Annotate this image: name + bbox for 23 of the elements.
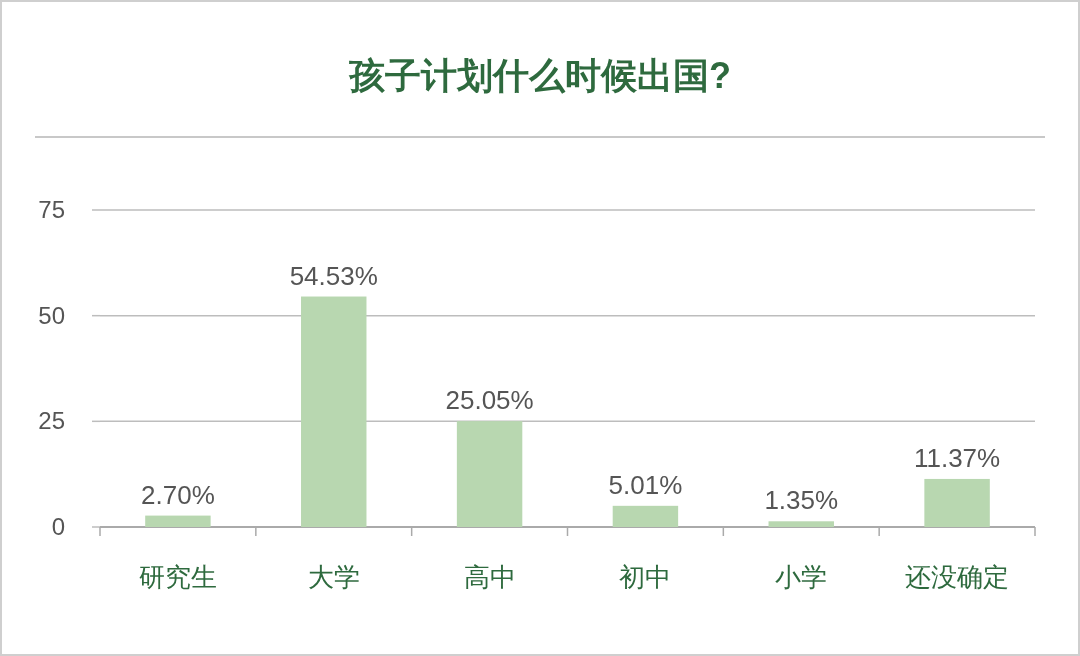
bar bbox=[456, 421, 523, 527]
x-tick-label: 研究生 bbox=[138, 562, 217, 592]
chart-title: 孩子计划什么时候出国? bbox=[348, 55, 731, 96]
y-tick-label: 75 bbox=[38, 196, 65, 223]
bar bbox=[612, 505, 679, 527]
x-tick-label: 大学 bbox=[307, 562, 360, 592]
y-tick-label: 50 bbox=[38, 301, 65, 329]
bar bbox=[145, 515, 211, 527]
data-label: 1.35% bbox=[764, 485, 839, 516]
data-label: 11.37% bbox=[913, 442, 1001, 473]
x-tick-label: 还没确定 bbox=[905, 562, 1010, 592]
x-tick-label: 初中 bbox=[619, 562, 672, 592]
bar bbox=[924, 478, 990, 527]
bar bbox=[768, 521, 834, 527]
x-tick-label: 高中 bbox=[463, 562, 516, 592]
y-tick-label: 0 bbox=[51, 513, 65, 540]
data-label: 5.01% bbox=[608, 469, 683, 500]
data-label: 25.05% bbox=[445, 385, 534, 416]
x-tick-label: 小学 bbox=[775, 562, 828, 592]
y-tick-label: 25 bbox=[38, 407, 65, 435]
data-label: 54.53% bbox=[289, 260, 378, 291]
data-label: 2.70% bbox=[141, 479, 215, 510]
bar bbox=[301, 296, 367, 527]
